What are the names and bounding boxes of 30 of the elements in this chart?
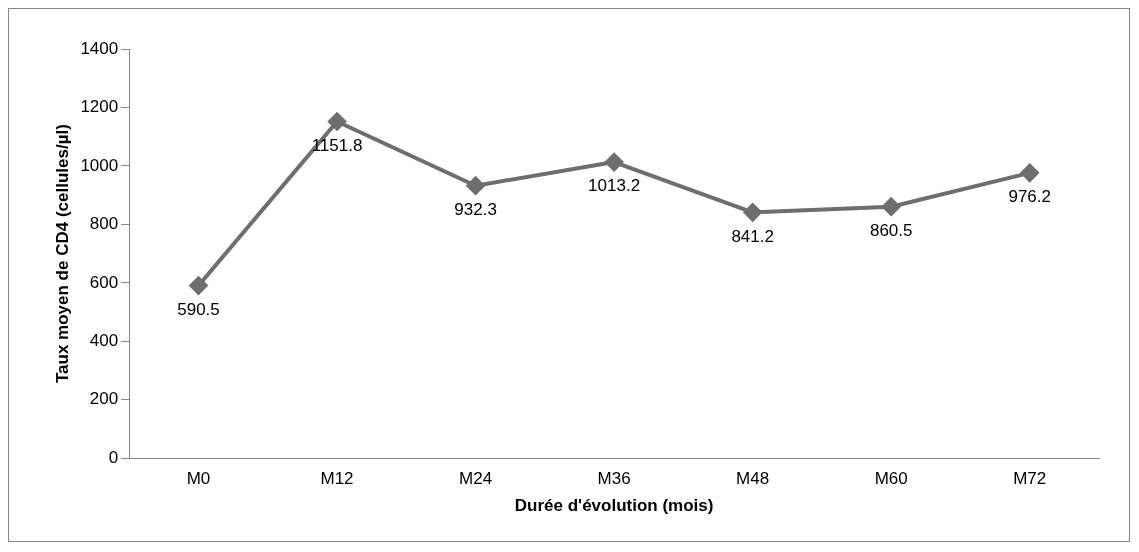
data-label: 932.3 xyxy=(454,199,497,219)
y-tick-label: 1000 xyxy=(80,155,119,175)
y-tick-label: 1200 xyxy=(80,97,119,117)
data-label: 841.2 xyxy=(731,226,774,246)
y-tick-label: 200 xyxy=(89,389,119,409)
point xyxy=(466,176,485,195)
data-label: 590.5 xyxy=(177,299,220,319)
x-tick-label: M60 xyxy=(874,469,908,489)
x-tick-label: M72 xyxy=(1013,469,1047,489)
x-tick-label: M48 xyxy=(736,469,770,489)
x-tick-label: M24 xyxy=(459,469,493,489)
data-label: 976.2 xyxy=(1008,187,1051,207)
y-tick-label: 0 xyxy=(108,447,119,467)
point xyxy=(605,153,624,172)
x-tick-label: M36 xyxy=(597,469,631,489)
point xyxy=(189,276,208,295)
data-label: 1013.2 xyxy=(588,176,641,196)
x-tick-label: M0 xyxy=(186,469,211,489)
point xyxy=(743,203,762,222)
x-tick-label: M12 xyxy=(320,469,354,489)
y-tick-label: 800 xyxy=(89,214,119,234)
point xyxy=(882,197,901,216)
point xyxy=(328,112,347,131)
y-axis-title: Taux moyen de CD4 (cellules/µl) xyxy=(52,124,72,384)
data-label: 860.5 xyxy=(869,220,913,240)
y-tick-label: 600 xyxy=(89,272,119,292)
y-tick-label: 1400 xyxy=(80,38,119,58)
y-tick-label: 400 xyxy=(89,330,119,350)
point xyxy=(1020,163,1039,182)
x-axis-title: Durée d'évolution (mois) xyxy=(514,496,714,516)
